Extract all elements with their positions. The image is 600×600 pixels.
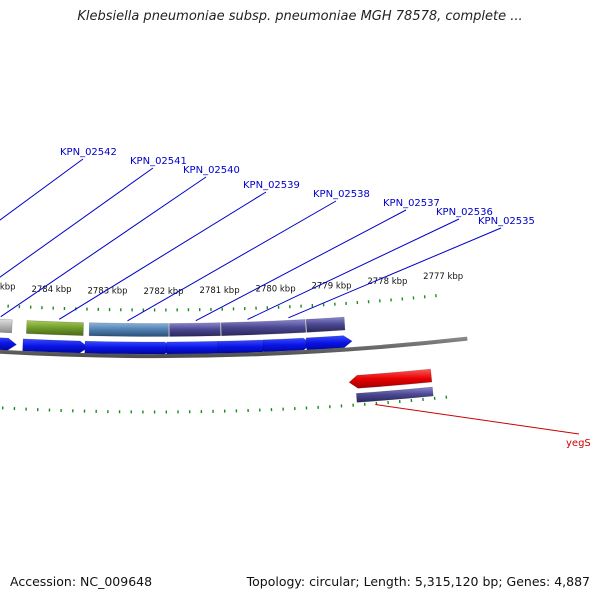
gene-label: KPN_02539 [243,180,300,191]
map-title: Klebsiella pneumoniae subsp. pneumoniae … [77,9,523,24]
reverse-feature-band [356,386,434,403]
gene-feature-band [26,320,84,336]
gene-label: KPN_02537 [383,198,440,209]
kbp-label: 2780 kbp [256,284,296,294]
reverse-cds-arrow [348,368,433,389]
forward-cds-arrow [22,338,89,354]
forward-cds-arrow [166,340,227,355]
gene-leader-line [0,158,84,221]
gene-feature-band [169,322,221,337]
gene-label: KPN_02540 [183,165,240,176]
gene-leader-line [0,167,154,278]
forward-cds-arrow [262,337,313,353]
accession-label: Accession: NC_009648 [10,574,153,589]
kbp-label: 2782 kbp [144,287,184,297]
gene-leader-line [288,227,502,319]
gene-label: KPN_02536 [436,207,493,218]
forward-cds-arrow [217,339,272,354]
kbp-label: 2781 kbp [200,286,240,296]
gene-feature-band [305,316,346,333]
gene-leader-line [58,191,267,320]
gene-label: yegS [566,438,591,449]
forward-cds-arrow [305,335,353,351]
kbp-label: 2778 kbp [367,277,407,287]
genome-summary-label: Topology: circular; Length: 5,315,120 bp… [246,574,590,589]
kbp-label: 2783 kbp [87,287,127,297]
forward-cds-arrow [84,340,174,355]
gene-leader-line [127,200,337,322]
gene-leader-line [247,218,460,320]
gene-label: KPN_02535 [478,216,535,227]
forward-cds-arrow [0,337,17,351]
kbp-label: 2785 kbp [0,282,16,292]
kbp-label: 2779 kbp [312,281,352,291]
gene-feature-band [88,322,169,337]
gene-feature-band [220,319,307,337]
gene-label: KPN_02542 [60,147,117,158]
gene-label: KPN_02538 [313,189,370,200]
gene-feature-band [0,318,13,334]
gene-leader-line [195,209,407,322]
gene-label: KPN_02541 [130,156,187,167]
backbone-line [0,336,468,358]
feature-track [0,316,346,337]
cds-track [0,335,434,403]
inner-tick-ring [1,395,448,414]
gene-leader-line [0,176,207,318]
genome-backbone [0,336,468,358]
kbp-label: 2784 kbp [31,285,71,295]
gene-leader-line [375,404,580,435]
outer-tick-ring [7,294,437,312]
kbp-label: 2777 kbp [423,272,463,282]
